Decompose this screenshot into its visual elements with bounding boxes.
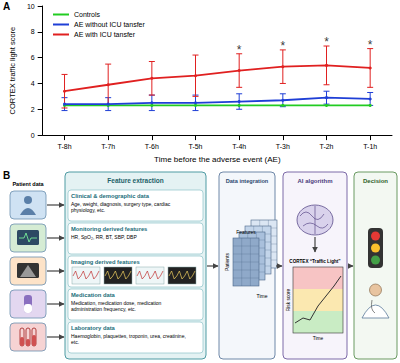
svg-text:Clinical & demographic data: Clinical & demographic data	[71, 193, 150, 199]
svg-text:Data integration: Data integration	[226, 178, 269, 184]
svg-text:Age, weight, diagnosis, surger: Age, weight, diagnosis, surgery type, ca…	[71, 200, 171, 207]
svg-text:Patient data: Patient data	[12, 181, 44, 187]
svg-text:T-5h: T-5h	[189, 143, 203, 150]
svg-text:10: 10	[27, 3, 35, 10]
svg-text:etc.: etc.	[71, 339, 79, 345]
svg-text:0: 0	[31, 132, 35, 139]
svg-text:Time: Time	[257, 293, 268, 299]
svg-text:T-8h: T-8h	[58, 143, 72, 150]
svg-text:Features: Features	[236, 229, 256, 235]
svg-text:Decision: Decision	[363, 178, 388, 184]
svg-text:8: 8	[31, 28, 35, 35]
svg-text:B: B	[3, 170, 10, 181]
svg-text:Monitoring derived features: Monitoring derived features	[71, 226, 147, 232]
svg-text:Time before the adverse event: Time before the adverse event (AE)	[154, 155, 281, 164]
svg-text:6: 6	[31, 54, 35, 61]
svg-text:Risk score: Risk score	[286, 288, 291, 311]
svg-text:AI algorithm: AI algorithm	[297, 178, 332, 184]
svg-text:T-7h: T-7h	[101, 143, 115, 150]
svg-text:*: *	[324, 35, 329, 49]
svg-text:*: *	[281, 39, 286, 53]
svg-text:*: *	[368, 38, 373, 52]
svg-text:HR, SpO₂, RR, BT, SBP, DBP: HR, SpO₂, RR, BT, SBP, DBP	[71, 234, 137, 240]
svg-text:CORTEX traffic light score: CORTEX traffic light score	[8, 27, 17, 115]
svg-text:AE without ICU tansfer: AE without ICU tansfer	[74, 21, 145, 28]
svg-text:4: 4	[31, 80, 35, 87]
svg-text:CORTEX “Traffic Light”: CORTEX “Traffic Light”	[289, 259, 340, 264]
svg-text:Feature extraction: Feature extraction	[107, 177, 163, 184]
svg-text:Medication data: Medication data	[71, 292, 116, 298]
svg-text:T-6h: T-6h	[145, 143, 159, 150]
svg-text:Controls: Controls	[74, 11, 101, 18]
svg-text:Laboratory data: Laboratory data	[71, 325, 116, 331]
svg-text:T-1h: T-1h	[363, 143, 377, 150]
svg-text:2: 2	[31, 106, 35, 113]
svg-text:Time: Time	[313, 336, 324, 341]
svg-text:T-3h: T-3h	[276, 143, 290, 150]
svg-text:administration frequency, etc.: administration frequency, etc.	[71, 306, 136, 312]
svg-text:physiology, etc.: physiology, etc.	[71, 207, 105, 213]
svg-text:*: *	[237, 43, 242, 57]
svg-text:T-2h: T-2h	[319, 143, 333, 150]
svg-text:T-4h: T-4h	[232, 143, 246, 150]
svg-text:Patients: Patients	[224, 252, 230, 271]
svg-text:A: A	[3, 1, 10, 12]
svg-text:Haemoglobin, plaquettes, tropo: Haemoglobin, plaquettes, troponin, urea,…	[71, 333, 186, 339]
svg-text:Imaging derived features: Imaging derived features	[71, 259, 140, 265]
svg-text:Medication, medication dose, m: Medication, medication dose, medication	[71, 299, 162, 306]
svg-text:AE with ICU tansfer: AE with ICU tansfer	[74, 31, 136, 38]
